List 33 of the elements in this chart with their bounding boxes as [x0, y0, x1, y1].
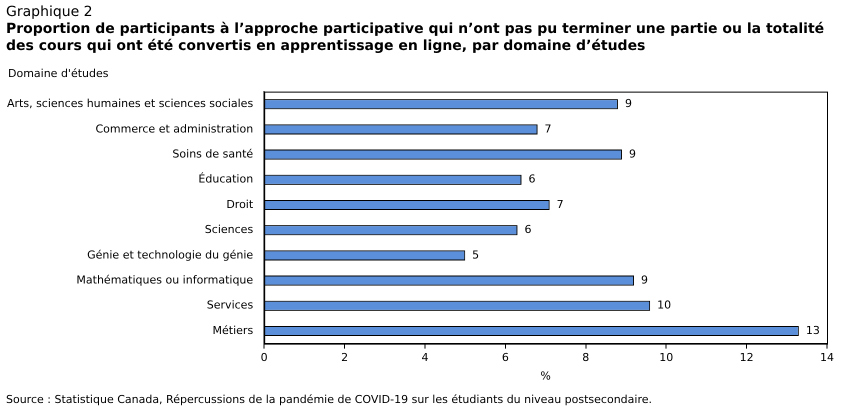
source-note: Source : Statistique Canada, Répercussions de la pandémie de COVID-19 sur les étudiants du niveau postsecondaire. [6, 393, 652, 406]
x-tick-label: 0 [260, 351, 268, 364]
x-tick-label: 2 [341, 351, 348, 364]
data-label: 10 [657, 298, 672, 312]
data-label: 9 [624, 97, 632, 110]
chart-subtitle: Proportion de participants à l’approche participative qui n’ont pas pu terminer une partie ou la totalité des cours qui ont été convertis en apprentissage en ligne, par domaine d’études [6, 21, 826, 55]
y-axis-title: Domaine d'études [8, 67, 108, 80]
x-axis-title: % [540, 369, 551, 382]
y-tick-label: Arts, sciences humaines et sciences sociales [6, 97, 254, 110]
y-tick-label: Soins de santé [172, 147, 254, 160]
y-tick-label: Services [206, 298, 254, 312]
data-label: 9 [641, 273, 648, 286]
x-tick-label: 10 [659, 351, 674, 364]
data-label: 5 [472, 248, 480, 262]
y-tick-label: Droit [226, 198, 254, 211]
y-tick-label: Mathématiques ou informatique [76, 273, 254, 286]
data-label: 6 [528, 172, 536, 186]
x-tick-label: 8 [582, 351, 590, 364]
data-label: 13 [806, 324, 820, 337]
y-tick-label: Éducation [198, 172, 254, 186]
x-tick-label: 12 [740, 351, 754, 364]
x-tick-label: 6 [502, 351, 509, 364]
data-label: 7 [556, 198, 564, 211]
text: Graphique 2 [6, 4, 93, 21]
x-tick-label: 14 [820, 351, 834, 364]
y-tick-label: Métiers [212, 324, 254, 337]
data-label: 7 [544, 122, 552, 136]
y-tick-label: Sciences [204, 223, 254, 236]
x-tick-label: 4 [421, 351, 428, 364]
data-label: 6 [524, 223, 532, 236]
data-label: 9 [628, 147, 636, 160]
y-tick-label: Génie et technologie du génie [87, 248, 254, 262]
y-tick-label: Commerce et administration [95, 122, 254, 136]
